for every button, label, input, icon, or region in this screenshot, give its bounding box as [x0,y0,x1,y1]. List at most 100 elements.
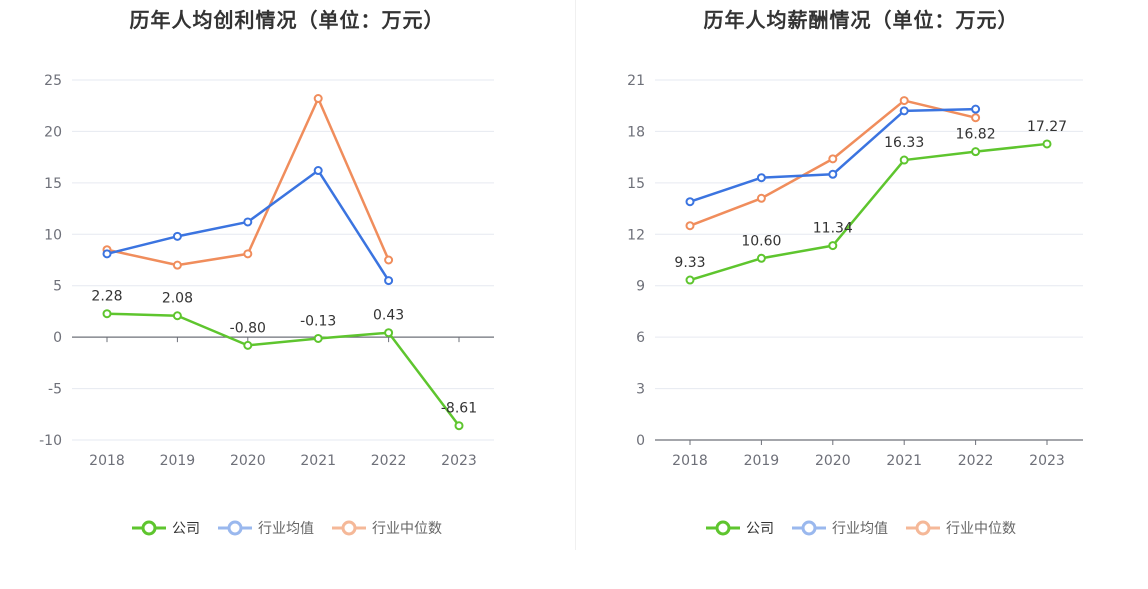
y-tick-label: 21 [627,73,645,89]
y-tick-label: 15 [627,176,645,192]
x-tick-label: 2021 [300,453,336,469]
data-point [685,197,695,207]
y-tick-label: 0 [636,433,645,449]
series-line-0 [689,142,1048,282]
y-tick-label: 5 [53,279,62,295]
data-point [313,333,323,343]
x-tick-label: 2023 [1029,453,1065,469]
data-label: 2.28 [91,289,122,305]
legend-line-icon [792,520,826,536]
legend-item-industry-average[interactable]: 行业均值 [218,518,314,538]
data-point [102,249,112,259]
series-line-2 [106,97,390,267]
data-point [685,275,695,285]
panel-divider [575,0,576,550]
legend-item-company[interactable]: 公司 [706,518,774,538]
chart-panel-salary: 历年人均薪酬情况（单位：万元） 0 3 6 9 12 15 18 21 2018 2019 2020… [574,0,1148,589]
legend-line-icon [706,520,740,536]
data-point [1042,139,1052,149]
data-label: 16.33 [884,135,924,151]
legend-item-industry-median[interactable]: 行业中位数 [906,518,1016,538]
x-tick-label: 2019 [160,453,196,469]
data-point [384,328,394,338]
x-tick-label: 2022 [371,453,407,469]
y-tick-label: 3 [636,382,645,398]
legend-line-icon [906,520,940,536]
data-label: 17.27 [1027,119,1067,135]
legend: 公司 行业均值 行业中位数 [0,518,574,538]
data-point [243,249,253,259]
data-point [384,255,394,265]
x-tick-label: 2021 [886,453,922,469]
data-point [756,173,766,183]
y-tick-label: 15 [44,176,62,192]
profit-line-chart: -10 -5 0 5 10 15 20 25 2018 2019 2020 2021 2022 2023 2… [39,73,494,469]
salary-line-chart: 0 3 6 9 12 15 18 21 2018 2019 2020 2021 2022 2023 9.33… [627,73,1083,469]
legend-line-icon [132,520,166,536]
data-point [899,96,909,106]
y-tick-label: 0 [53,330,62,346]
data-label: -0.80 [230,320,266,336]
x-tick-label: 2019 [744,453,780,469]
y-tick-label: 12 [627,227,645,243]
y-tick-label: 6 [636,330,645,346]
data-label: 2.08 [162,291,193,307]
y-tick-label: 10 [44,227,62,243]
x-tick-label: 2018 [672,453,708,469]
legend-label: 公司 [172,521,200,537]
data-point [454,421,464,431]
y-tick-label: 18 [627,124,645,140]
data-point [899,155,909,165]
data-point [971,104,981,114]
chart-panel-profit: 历年人均创利情况（单位：万元） -10 -5 0 5 10 15 20 25 2018 2019 2… [0,8,574,538]
legend-line-icon [218,520,252,536]
data-point [313,94,323,104]
data-point [828,154,838,164]
x-tick-label: 2020 [230,453,266,469]
x-tick-label: 2018 [89,453,125,469]
x-tick-label: 2022 [958,453,994,469]
data-point [172,311,182,321]
legend-label: 行业中位数 [372,521,442,537]
data-point [971,113,981,123]
data-point [828,241,838,251]
data-point [828,169,838,179]
data-point [102,309,112,319]
data-label: -8.61 [441,401,477,417]
data-point [384,276,394,286]
data-point [313,166,323,176]
data-label: 0.43 [373,308,404,324]
legend-label: 行业均值 [258,521,314,537]
legend-item-industry-average[interactable]: 行业均值 [792,518,888,538]
legend-item-company[interactable]: 公司 [132,518,200,538]
data-point [685,221,695,231]
data-label: -0.13 [300,313,336,329]
data-point [899,106,909,116]
data-point [971,147,981,157]
legend-label: 行业中位数 [946,521,1016,537]
data-label: 16.82 [956,127,996,143]
y-tick-label: -10 [39,433,62,449]
data-point [243,217,253,227]
data-label: 10.60 [741,233,781,249]
chart-title: 历年人均创利情况（单位：万元） [129,8,445,32]
legend-item-industry-median[interactable]: 行业中位数 [332,518,442,538]
legend: 公司 行业均值 行业中位数 [574,518,1148,538]
x-tick-label: 2023 [441,453,477,469]
x-tick-label: 2020 [815,453,851,469]
legend-label: 公司 [746,521,774,537]
data-label: 9.33 [674,255,705,271]
data-point [243,340,253,350]
data-point [172,260,182,270]
y-tick-label: 25 [44,73,62,89]
y-tick-label: -5 [48,382,62,398]
data-point [756,253,766,263]
y-tick-label: 9 [636,279,645,295]
legend-line-icon [332,520,366,536]
data-label: 11.34 [813,221,853,237]
chart-title: 历年人均薪酬情况（单位：万元） [703,8,1019,32]
legend-label: 行业均值 [832,521,888,537]
y-tick-label: 20 [44,124,62,140]
series-line-0 [106,312,460,427]
data-point [172,231,182,241]
